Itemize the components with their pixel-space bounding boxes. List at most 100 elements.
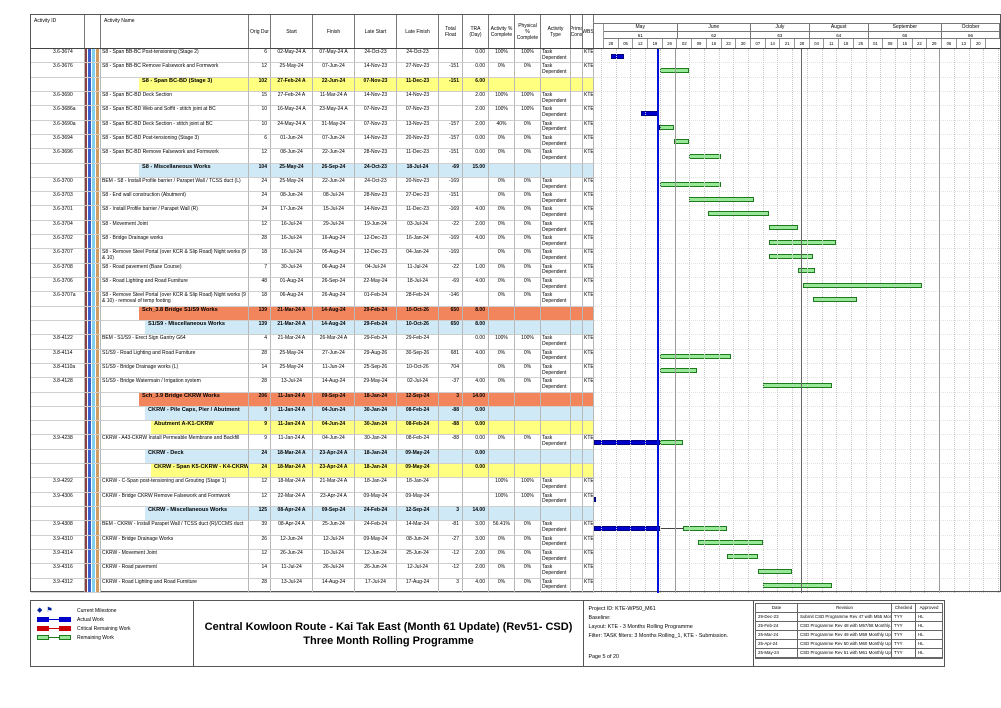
timeline-month-label: October <box>942 24 1000 32</box>
band-cell-ls: 24-Oct-23 <box>355 163 397 178</box>
revision-header-checked: Checked <box>892 604 917 613</box>
cell-stripe <box>85 106 101 121</box>
cell-type: Task Dependent <box>541 492 571 507</box>
legend-bar-sample <box>59 617 71 622</box>
cell-stripe <box>85 149 101 164</box>
legend: ◆⚑ Current Milestone Actual Work Critical R… <box>31 601 194 666</box>
cell-tra: 0.00 <box>463 49 489 64</box>
cell-name: BEM - CKRW - Install Parapet Wall / TCSS… <box>101 521 249 536</box>
cell-lf: 12-Jul-24 <box>397 564 439 579</box>
cell-ls: 01-Feb-24 <box>355 292 397 307</box>
revision-header-date: Date <box>756 604 799 613</box>
cell-fl: -169 <box>439 235 463 250</box>
cell-act: 100% <box>489 492 515 507</box>
cell-id: 3.6-3708 <box>31 263 85 278</box>
timeline-month-label: August <box>809 24 869 32</box>
cell-pc <box>571 349 583 364</box>
cell-fl: -88 <box>439 435 463 450</box>
gantt-row <box>594 249 1000 264</box>
report-title-line2: Three Month Rolling Programme <box>303 634 474 647</box>
cell-id: 3.6-3686a <box>31 106 85 121</box>
cell-phy: 100% <box>515 106 541 121</box>
timeline-week-label: 01 <box>869 39 884 48</box>
band-cell-start: 27-Feb-24 A <box>271 77 313 92</box>
cell-stripe <box>85 564 101 579</box>
cell-type: Task Dependent <box>541 478 571 493</box>
revision-row: 29-Dec-23 Submit CSD Programme Rev 47 wit… <box>756 613 943 622</box>
cell-finish: 12-Jul-24 <box>313 535 355 550</box>
cell-name: CKRW - Bridge CKRW Remove Falsework and … <box>101 492 249 507</box>
band-cell-lf: 10-Oct-26 <box>397 320 439 336</box>
cell-tra: 2.00 <box>463 549 489 565</box>
cell-name: CKRW - Movement Joint <box>101 549 249 565</box>
cell-start: 18-Mar-24 A <box>271 478 313 493</box>
cell-type: Task Dependent <box>541 206 571 221</box>
cell-phy: 100% <box>515 91 541 107</box>
cell-phy: 100% <box>515 335 541 350</box>
cell-lf: 09-May-24 <box>397 492 439 507</box>
cell-pc <box>571 435 583 450</box>
column-header-finish: Finish <box>313 15 355 48</box>
cell-start: 25-May-24 <box>271 349 313 364</box>
cell-start: 25-May-24 <box>271 363 313 379</box>
cell-fl: -169 <box>439 177 463 193</box>
cell-type: Task Dependent <box>541 564 571 579</box>
cell-wbs: KTE4 <box>583 578 594 593</box>
band-cell-finish: 09-Sep-24 <box>313 392 355 407</box>
band-cell-fl: 650 <box>439 306 463 321</box>
column-header-type: Activity Type <box>541 15 571 48</box>
table-row: 3.6-3694 S8 - Span BC-BD Post-tensioning … <box>31 134 1000 150</box>
revision-cell: Submit CSD Programme Rev 47 with M55 Mon… <box>798 613 893 622</box>
cell-lf: 29-Feb-24 <box>397 335 439 350</box>
gantt-row <box>594 149 1000 164</box>
band-cell-tra: 14.00 <box>463 392 489 407</box>
revision-cell: CSD Programme Rev 48 with M57/58 Monthly… <box>798 622 893 631</box>
cell-tra <box>463 192 489 207</box>
legend-bar-sample <box>59 626 71 631</box>
cell-act: 0% <box>489 378 515 393</box>
cell-start: 25-May-24 <box>271 63 313 78</box>
cell-ls: 29-Aug-26 <box>355 349 397 364</box>
band-cell-type <box>541 77 571 92</box>
cell-pc <box>571 335 583 350</box>
cell-dur: 12 <box>249 478 271 493</box>
cell-wbs: KTE4 <box>583 492 594 507</box>
band-cell-ls: 29-Feb-24 <box>355 320 397 336</box>
legend-item: ◆⚑ Current Milestone <box>37 606 187 615</box>
band-cell-type <box>541 392 571 407</box>
cell-dur: 12 <box>249 63 271 78</box>
cell-name: S8 - Span BC-BD Web and Soffit - stitch … <box>101 106 249 121</box>
cell-id: 3.9-4238 <box>31 435 85 450</box>
gantt-bar-remaining <box>689 196 755 202</box>
revision-cell: CSD Programme Rev 49 with M59 Monthly Up… <box>798 631 893 640</box>
cell-start: 21-Mar-24 A <box>271 335 313 350</box>
cell-tra: 3.00 <box>463 535 489 550</box>
cell-wbs: KTE4 <box>583 521 594 536</box>
cell-wbs: KTE4 <box>583 363 594 379</box>
cell-act: 0% <box>489 278 515 293</box>
band-cell-pc <box>571 163 583 178</box>
cell-fl: -146 <box>439 292 463 307</box>
cell-phy: 0% <box>515 220 541 236</box>
gantt-row <box>594 49 1000 64</box>
cell-act: 100% <box>489 478 515 493</box>
cell-stripe <box>85 349 101 364</box>
cell-dur: 24 <box>249 206 271 221</box>
cell-id: 3.6-3702 <box>31 235 85 250</box>
cell-stripe <box>85 378 101 393</box>
band-cell-ls: 29-Feb-24 <box>355 306 397 321</box>
band-cell-fl: 3 <box>439 507 463 522</box>
cell-start: 25-May-24 <box>271 177 313 193</box>
cell-tra: 2.00 <box>463 91 489 107</box>
gantt-row <box>594 235 1000 250</box>
cell-start: 12-Jun-24 <box>271 535 313 550</box>
band-cell-stripe <box>85 306 101 321</box>
cell-dur: 18 <box>249 249 271 264</box>
band-cell-wbs <box>583 449 594 465</box>
band-cell-type <box>541 464 571 479</box>
cell-dur: 12 <box>249 492 271 507</box>
band-cell-act <box>489 392 515 407</box>
timeline-week-label: 13 <box>957 39 972 48</box>
band-cell-start: 21-Mar-24 A <box>271 320 313 336</box>
band-cell-lf: 10-Oct-26 <box>397 306 439 321</box>
